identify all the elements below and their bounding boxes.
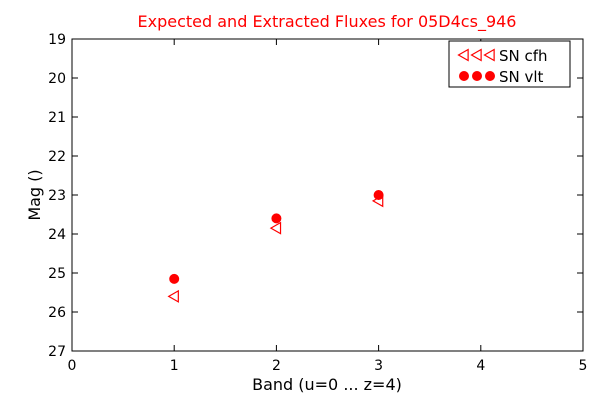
x-tick-label: 4	[476, 358, 485, 374]
legend-marker-circle	[472, 71, 482, 81]
y-tick-label: 20	[48, 71, 66, 87]
y-tick-label: 26	[48, 305, 66, 321]
data-point-triangle	[167, 289, 179, 303]
legend-marker-triangle	[483, 48, 495, 62]
y-tick-label: 25	[48, 266, 66, 282]
legend-marker-triangle	[457, 48, 469, 62]
y-tick-label: 22	[48, 149, 66, 165]
x-axis-label: Band (u=0 ... z=4)	[252, 375, 402, 394]
chart-title: Expected and Extracted Fluxes for 05D4cs…	[138, 12, 517, 32]
legend: SN cfh SN vlt	[448, 40, 571, 88]
y-tick-label: 19	[48, 32, 66, 48]
y-tick-label: 21	[48, 110, 66, 126]
legend-marker-triangle	[470, 48, 482, 62]
x-tick-label: 0	[68, 358, 77, 374]
x-tick-label: 1	[170, 358, 179, 374]
x-tick-label: 2	[272, 358, 281, 374]
data-point-triangle	[269, 221, 282, 235]
y-tick-label: 27	[48, 344, 66, 360]
data-point-circle	[373, 190, 384, 200]
x-tick-label: 5	[579, 358, 588, 374]
legend-box	[448, 40, 571, 88]
legend-marker-circle	[459, 71, 469, 81]
y-tick-label: 24	[48, 227, 66, 243]
data-point-circle	[271, 213, 282, 224]
legend-marker-circle	[485, 71, 495, 81]
y-axis-label: Mag ()	[25, 169, 44, 220]
data-point-circle	[169, 273, 180, 284]
legend-label: SN vlt	[499, 68, 544, 86]
x-tick-label: 3	[374, 358, 383, 374]
legend-label: SN cfh	[499, 47, 548, 65]
y-tick-label: 23	[48, 188, 66, 204]
